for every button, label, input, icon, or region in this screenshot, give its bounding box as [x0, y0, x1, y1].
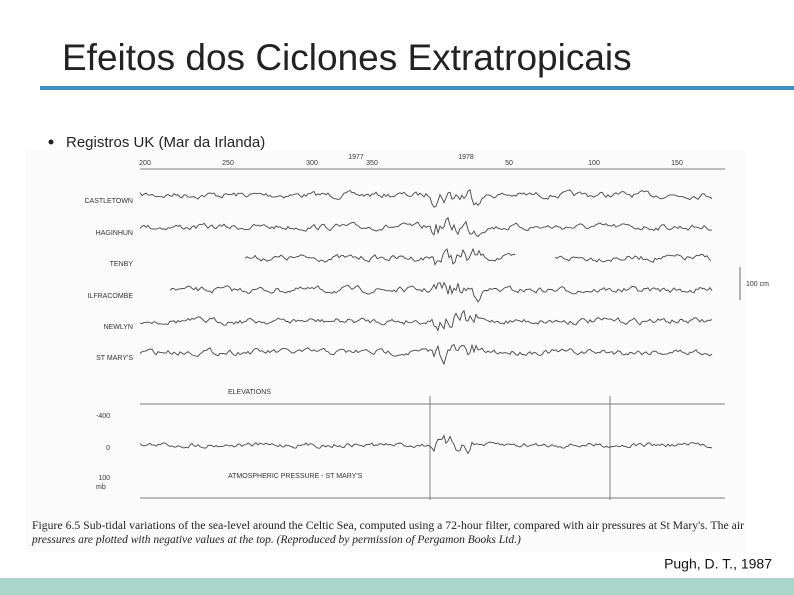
caption-line: Figure 6.5 Sub-tidal variations of the s… — [32, 520, 744, 532]
axis-label: 150 — [671, 160, 683, 167]
trace — [139, 189, 713, 208]
pressure-label: ATMOSPHERIC PRESSURE - ST MARY'S — [228, 473, 363, 480]
trace — [244, 247, 515, 266]
trace — [139, 434, 713, 455]
axis-label: 350 — [366, 160, 378, 167]
axis-label: 1977 — [348, 154, 364, 161]
station-label: NEWLYN — [104, 324, 133, 331]
pressure-axis-label: 0 — [106, 445, 110, 452]
bullet-text: Registros UK (Mar da Irlanda) — [66, 134, 265, 151]
citation: Pugh, D. T., 1987 — [664, 556, 772, 572]
axis-label: 1978 — [458, 154, 474, 161]
station-label: HAGINHUN — [96, 230, 133, 237]
title-rule — [40, 86, 794, 90]
slide-title: Efeitos dos Ciclones Extratropicais — [62, 37, 632, 78]
trace — [139, 309, 713, 332]
caption-line: pressures are plotted with negative valu… — [31, 534, 521, 546]
axis-label: 200 — [139, 160, 151, 167]
figure-scan — [25, 150, 745, 552]
axis-label: 50 — [505, 160, 513, 167]
station-label: ILFRACOMBE — [87, 293, 133, 300]
trace — [169, 281, 713, 303]
pressure-axis-label: -400 — [96, 413, 110, 420]
footer-bar — [0, 578, 794, 595]
axis-label: 100 — [588, 160, 600, 167]
pressure-unit: mb — [96, 484, 106, 491]
pressure-axis-label: 100 — [98, 475, 110, 482]
axis-label: 300 — [306, 160, 318, 167]
bullet-dot — [48, 139, 54, 145]
station-label: TENBY — [110, 261, 134, 268]
axis-label: 250 — [222, 160, 234, 167]
elevations-label: ELEVATIONS — [228, 389, 271, 396]
scale-label: 100 cm — [746, 281, 769, 288]
trace — [139, 216, 713, 238]
station-label: CASTLETOWN — [85, 198, 134, 205]
station-label: ST MARY'S — [96, 355, 133, 362]
trace — [554, 253, 712, 263]
trace — [139, 343, 713, 366]
